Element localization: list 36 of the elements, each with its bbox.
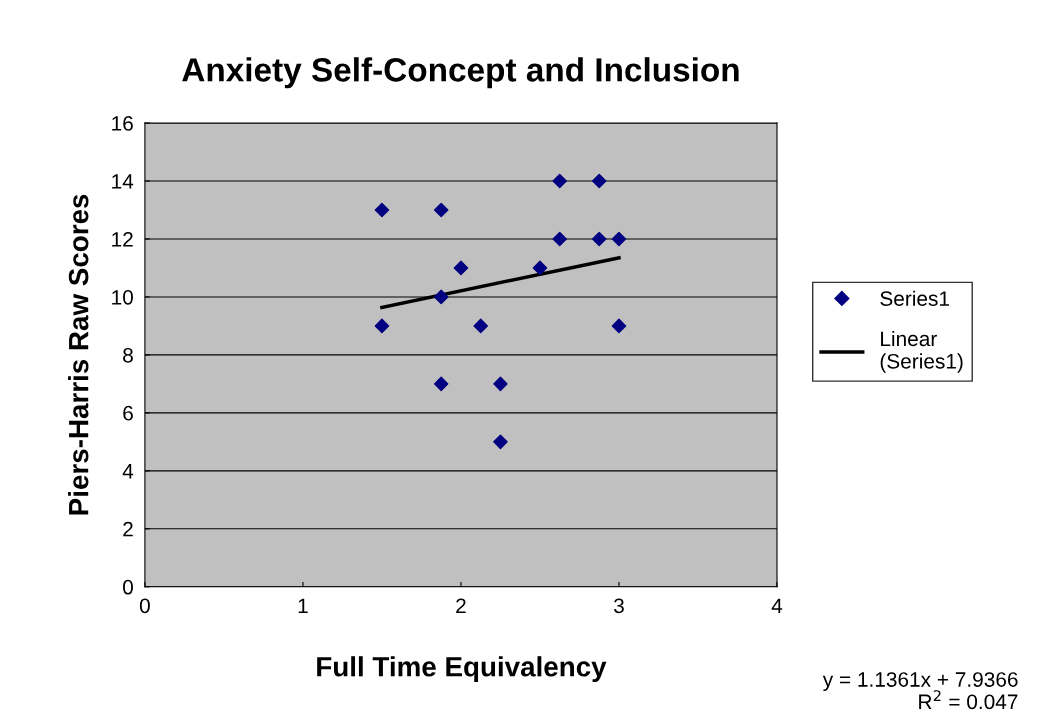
- y-tick-label: 12: [112, 231, 133, 247]
- y-tick-label: 0: [123, 579, 133, 595]
- point: [552, 231, 567, 247]
- y-axis-title: Piers-Harris Raw Scores: [68, 194, 89, 515]
- point: [374, 318, 390, 334]
- point: [453, 260, 469, 276]
- point: [611, 318, 627, 334]
- x-tick-label: 3: [613, 598, 624, 614]
- legend-label: Series1: [880, 290, 949, 306]
- point: [591, 231, 607, 247]
- y-tick-label: 2: [123, 521, 133, 537]
- y-tick-label: 4: [122, 464, 134, 479]
- point: [611, 231, 627, 247]
- y-tick-label: 8: [123, 347, 133, 363]
- chart-title: Anxiety Self-Concept and Inclusion: [182, 57, 739, 89]
- point: [591, 173, 607, 189]
- y-tick-label: 10: [112, 289, 133, 305]
- text: y = 1.1361x + 7.9366 R$^{2}$ = 0.047: [822, 672, 1018, 710]
- point: [433, 289, 449, 305]
- x-tick-label: 4: [771, 598, 783, 613]
- x-axis-title: Full Time Equivalency: [317, 656, 607, 683]
- point: [493, 376, 508, 392]
- point: [532, 260, 548, 276]
- legend-label: Linear (Series1): [880, 330, 963, 373]
- x-tick-label: 2: [456, 598, 466, 613]
- y-tick-label: 6: [123, 405, 133, 421]
- x-tick-label: 1: [298, 598, 308, 613]
- point: [374, 202, 390, 218]
- point: [552, 173, 567, 189]
- point: [493, 434, 508, 450]
- x-tick-label: 0: [139, 598, 150, 614]
- point: [473, 318, 488, 334]
- point: [433, 202, 449, 218]
- y-tick-label: 14: [112, 174, 134, 189]
- point: [433, 376, 449, 392]
- y-tick-label: 16: [112, 116, 133, 131]
